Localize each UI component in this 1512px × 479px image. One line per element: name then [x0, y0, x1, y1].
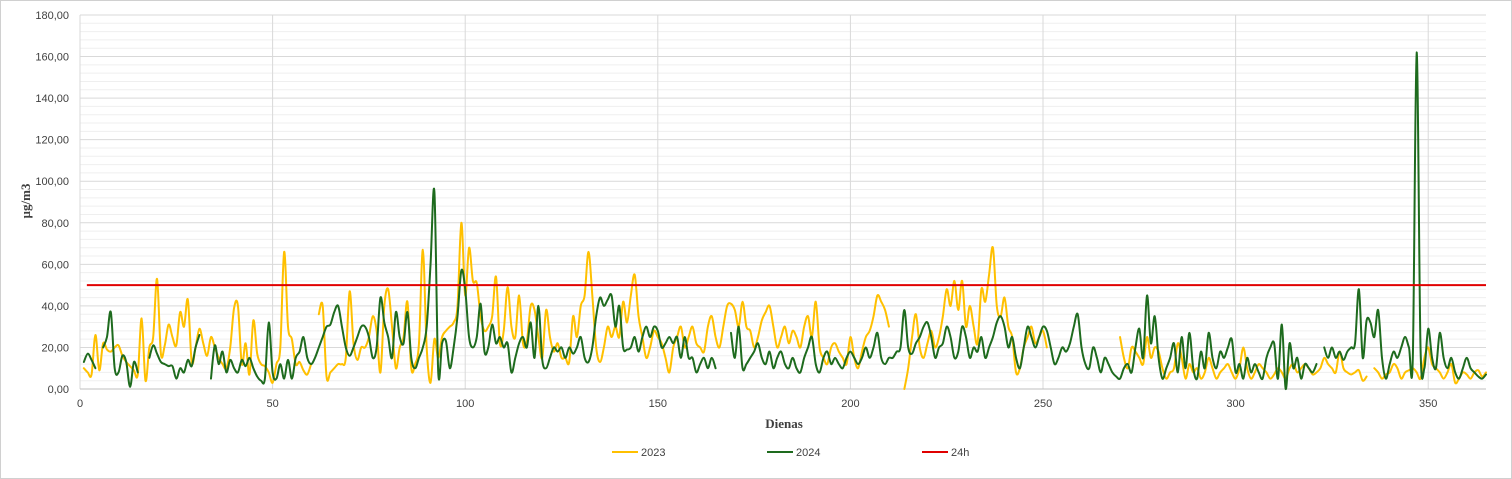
x-axis-title: Dienas [765, 416, 803, 431]
y-tick-label: 160,00 [35, 52, 69, 64]
minor-gridlines [80, 22, 1486, 382]
legend: 2023 2024 24h [612, 447, 969, 459]
series-layer [82, 51, 1487, 391]
series-2024 [82, 51, 1487, 391]
legend-item: 24h [922, 447, 969, 459]
legend-item: 2023 [612, 447, 665, 459]
x-tick-label: 0 [77, 398, 83, 410]
series-2024-line [82, 352, 97, 370]
y-tick-label: 20,00 [41, 342, 69, 354]
legend-label: 2023 [641, 447, 665, 459]
y-tick-label: 140,00 [35, 93, 69, 105]
series-2024-line [102, 310, 139, 388]
y-tick-label: 0,00 [48, 384, 69, 396]
series-2023-line [903, 246, 1048, 390]
series-2024-line [730, 294, 1318, 391]
series-2023-line [82, 250, 313, 384]
y-axis-ticks: 0,00 20,00 40,00 60,00 80,00 100,00 120,00 140,… [35, 10, 69, 396]
major-gridlines [79, 14, 1486, 390]
x-tick-label: 50 [266, 398, 278, 410]
y-tick-label: 40,00 [41, 301, 69, 313]
series-2023-line [1373, 346, 1487, 385]
x-tick-label: 150 [649, 398, 667, 410]
series-2024-line [209, 187, 717, 385]
y-tick-label: 180,00 [35, 10, 69, 22]
x-tick-label: 300 [1226, 398, 1244, 410]
y-tick-label: 80,00 [41, 218, 69, 230]
series-2024-line [1323, 51, 1487, 380]
series-2023-line [1119, 336, 1368, 382]
y-tick-label: 100,00 [35, 176, 69, 188]
x-tick-label: 100 [456, 398, 474, 410]
legend-item: 2024 [767, 447, 820, 459]
series-2024-line [148, 333, 201, 380]
x-axis-ticks: 0 50 100 150 200 250 300 350 [77, 398, 1437, 410]
legend-label: 24h [951, 447, 969, 459]
x-tick-label: 350 [1419, 398, 1437, 410]
x-tick-label: 200 [841, 398, 859, 410]
y-tick-label: 60,00 [41, 259, 69, 271]
y-axis-title: µg/m3 [18, 183, 33, 218]
x-tick-label: 250 [1034, 398, 1052, 410]
series-2023-line [317, 221, 890, 384]
y-tick-label: 120,00 [35, 135, 69, 147]
legend-label: 2024 [796, 447, 820, 459]
